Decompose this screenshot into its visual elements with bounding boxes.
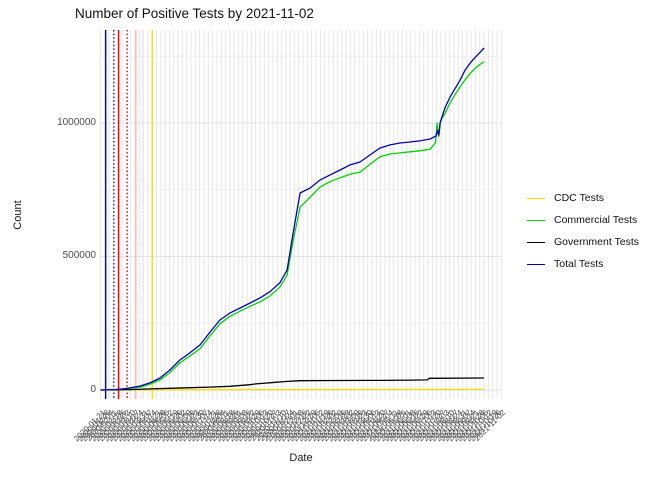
y-tick-label: 0 (90, 384, 96, 395)
x-axis-title: Date (289, 452, 313, 464)
legend-item: Commercial Tests (527, 209, 639, 231)
legend-label: Total Tests (554, 258, 604, 270)
legend-key-line (527, 219, 545, 221)
legend: CDC Tests Commercial Tests Government Test… (527, 187, 639, 275)
legend-label: Commercial Tests (554, 214, 638, 226)
y-tick-label: 500000 (62, 250, 96, 261)
plot-panel (100, 30, 502, 399)
y-tick-label: 1000000 (57, 117, 96, 128)
series-line-government-tests (100, 377, 485, 391)
x-axis-tick-labels: 2020-01-21 2020-01-28 2020-02-04 2020-02-11… (72, 404, 508, 460)
legend-item: Total Tests (527, 253, 639, 275)
y-axis-title: Count (12, 200, 24, 230)
legend-key-line (527, 263, 545, 265)
legend-item: Government Tests (527, 231, 639, 253)
series-line-total-tests (100, 47, 485, 391)
legend-key-line (527, 241, 545, 243)
legend-label: CDC Tests (554, 192, 604, 204)
legend-key-line (527, 197, 545, 199)
legend-label: Government Tests (554, 236, 640, 248)
legend-item: CDC Tests (527, 187, 639, 209)
series-line-cdc-tests (100, 388, 485, 391)
series-line-commercial-tests (115, 61, 485, 391)
chart-title: Number of Positive Tests by 2021-11-02 (75, 6, 314, 21)
